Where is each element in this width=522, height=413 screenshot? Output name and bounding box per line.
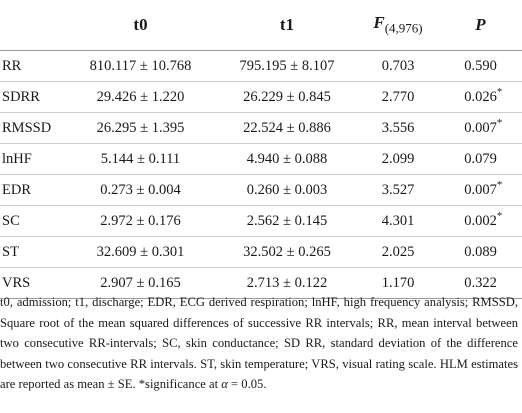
cell-f: 2.025 [357,236,439,268]
cell-p: 0.590 [439,50,522,82]
cell-f: 2.099 [357,143,439,175]
table-row: ST 32.609 ± 0.301 32.502 ± 0.265 2.025 0.089 [0,236,522,268]
cell-t0: 2.972 ± 0.176 [64,205,217,237]
header-t0: t0 [64,0,217,51]
table-row: lnHF 5.144 ± 0.111 4.940 ± 0.088 2.099 0.079 [0,143,522,175]
footnote-alpha-symbol: α [221,377,228,392]
table-row: RR 810.117 ± 10.768 795.195 ± 8.107 0.703 0.… [0,50,522,82]
cell-f: 3.527 [357,174,439,206]
header-f-main: F [373,13,385,33]
p-value-text: 0.590 [464,58,497,75]
cell-t0: 26.295 ± 1.395 [64,112,217,144]
p-value: 0.079 [464,150,497,167]
cell-t1: 26.229 ± 0.845 [217,81,357,113]
p-value: 0.590 [464,57,497,74]
table-row: SC 2.972 ± 0.176 2.562 ± 0.145 4.301 0.002 * [0,205,522,237]
header-f-df: (4,976) [384,20,423,36]
cell-p: 0.007 * [439,174,522,206]
row-label: ST [0,236,64,268]
table-row: VRS 2.907 ± 0.165 2.713 ± 0.122 1.170 0.322 [0,267,522,299]
row-label: lnHF [0,143,64,175]
significance-marker: * [496,85,503,98]
table-row: EDR 0.273 ± 0.004 0.260 ± 0.003 3.527 0.007 * [0,174,522,206]
p-value-text: 0.002 * [464,210,502,230]
row-label: SDRR [0,81,64,113]
cell-f: 3.556 [357,112,439,144]
table-header-row: t0 t1 F(4,976) P [0,0,522,51]
results-table-container: t0 t1 F(4,976) P RR 810.117 ± 10.768 795.1… [0,0,522,299]
p-value-text: 0.322 [464,275,497,292]
p-value-text: 0.079 [464,151,497,168]
cell-t0: 32.609 ± 0.301 [64,236,217,268]
footnote-alpha-value: = 0.05. [227,377,267,392]
results-table: t0 t1 F(4,976) P RR 810.117 ± 10.768 795.1… [0,0,522,299]
significance-marker: * [496,209,503,222]
cell-t1: 2.713 ± 0.122 [217,267,357,299]
table-row: SDRR 29.426 ± 1.220 26.229 ± 0.845 2.770 0.0… [0,81,522,113]
cell-f: 0.703 [357,50,439,82]
p-value-text: 0.089 [464,244,497,261]
header-p-value: P [439,0,522,51]
cell-t0: 0.273 ± 0.004 [64,174,217,206]
significance-marker: * [496,116,503,129]
cell-f: 2.770 [357,81,439,113]
p-value-text: 0.007 * [464,117,502,137]
cell-t1: 32.502 ± 0.265 [217,236,357,268]
cell-p: 0.322 [439,267,522,299]
cell-p: 0.079 [439,143,522,175]
significance-marker: * [496,178,503,191]
cell-t1: 0.260 ± 0.003 [217,174,357,206]
cell-p: 0.002 * [439,205,522,237]
cell-t1: 2.562 ± 0.145 [217,205,357,237]
p-value: 0.007 [464,181,497,198]
cell-t1: 795.195 ± 8.107 [217,50,357,82]
cell-t0: 5.144 ± 0.111 [64,143,217,175]
cell-t1: 4.940 ± 0.088 [217,143,357,175]
p-value: 0.322 [464,274,497,291]
p-value: 0.026 [464,88,497,105]
p-value-text: 0.026 * [464,86,502,106]
table-row: RMSSD 26.295 ± 1.395 22.524 ± 0.886 3.556 0.… [0,112,522,144]
row-label: EDR [0,174,64,206]
cell-f: 1.170 [357,267,439,299]
p-value: 0.007 [464,119,497,136]
cell-t0: 810.117 ± 10.768 [64,50,217,82]
cell-t0: 29.426 ± 1.220 [64,81,217,113]
cell-p: 0.089 [439,236,522,268]
header-t1: t1 [217,0,357,51]
cell-p: 0.026 * [439,81,522,113]
p-value: 0.089 [464,243,497,260]
table-body: RR 810.117 ± 10.768 795.195 ± 8.107 0.703 0.… [0,50,522,299]
table-footnote: t0, admission; t1, discharge; EDR, ECG d… [0,292,518,395]
row-label: VRS [0,267,64,299]
cell-p: 0.007 * [439,112,522,144]
p-value-text: 0.007 * [464,179,502,199]
row-label: RR [0,50,64,82]
cell-t1: 22.524 ± 0.886 [217,112,357,144]
cell-f: 4.301 [357,205,439,237]
p-value: 0.002 [464,212,497,229]
row-label: RMSSD [0,112,64,144]
row-label: SC [0,205,64,237]
header-variable [0,0,64,51]
header-f-statistic: F(4,976) [357,0,439,51]
footnote-text: t0, admission; t1, discharge; EDR, ECG d… [0,295,518,392]
cell-t0: 2.907 ± 0.165 [64,267,217,299]
